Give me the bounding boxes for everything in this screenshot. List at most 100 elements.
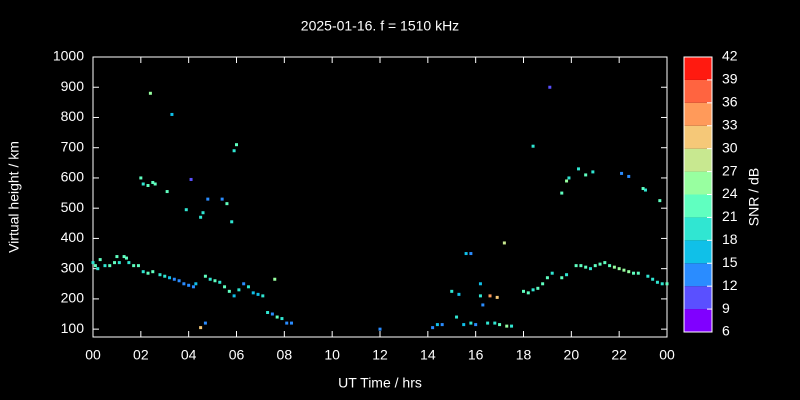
data-point bbox=[172, 277, 176, 281]
data-point bbox=[232, 294, 236, 298]
data-point bbox=[498, 323, 502, 327]
chart-title: 2025-01-16. f = 1510 kHz bbox=[301, 18, 459, 34]
colorbar-tick-label: 30 bbox=[722, 139, 738, 155]
data-point bbox=[660, 282, 664, 286]
x-tick-label: 12 bbox=[372, 347, 388, 363]
colorbar-tick-label: 18 bbox=[722, 231, 738, 247]
x-tick-label: 00 bbox=[85, 347, 101, 363]
colorbar-band bbox=[684, 240, 712, 264]
data-point bbox=[560, 276, 564, 280]
x-tick-label: 02 bbox=[133, 347, 149, 363]
data-point bbox=[261, 294, 265, 298]
colorbar-tick-label: 42 bbox=[722, 48, 738, 64]
data-point bbox=[478, 282, 482, 286]
colorbar-tick-label: 12 bbox=[722, 277, 738, 293]
data-point bbox=[115, 255, 119, 259]
x-axis-label: UT Time / hrs bbox=[338, 375, 422, 391]
colorbar-tick-label: 6 bbox=[722, 323, 730, 339]
colorbar-band bbox=[684, 194, 712, 218]
colorbar-band bbox=[684, 79, 712, 103]
x-tick-label: 06 bbox=[229, 347, 245, 363]
data-point bbox=[251, 291, 255, 295]
colorbar-band bbox=[684, 102, 712, 126]
data-point bbox=[565, 273, 569, 277]
data-point bbox=[141, 270, 145, 274]
data-point bbox=[462, 323, 466, 327]
data-point bbox=[199, 326, 203, 330]
data-point bbox=[627, 174, 631, 178]
data-point bbox=[608, 264, 612, 268]
data-point bbox=[158, 273, 162, 277]
data-point bbox=[132, 264, 136, 268]
y-tick-label: 900 bbox=[61, 78, 85, 94]
data-point bbox=[266, 311, 270, 315]
data-point bbox=[191, 285, 195, 289]
x-tick-label: 18 bbox=[516, 347, 532, 363]
data-point bbox=[151, 180, 155, 184]
data-point bbox=[643, 188, 647, 192]
data-point bbox=[632, 271, 636, 275]
data-point bbox=[235, 143, 238, 147]
data-point bbox=[153, 182, 157, 186]
data-point bbox=[474, 323, 478, 327]
data-point bbox=[641, 187, 645, 191]
x-tick-label: 04 bbox=[181, 347, 197, 363]
x-tick-label: 14 bbox=[420, 347, 436, 363]
data-point bbox=[584, 265, 588, 269]
data-point bbox=[203, 321, 207, 325]
colorbar-band bbox=[684, 125, 712, 149]
data-point bbox=[457, 292, 461, 296]
data-point bbox=[493, 321, 497, 325]
data-point bbox=[593, 264, 597, 268]
data-point bbox=[98, 258, 102, 262]
colorbar-tick-label: 21 bbox=[722, 208, 738, 224]
data-point bbox=[622, 268, 626, 272]
colorbar-label: SNR / dB bbox=[746, 168, 762, 226]
data-point bbox=[612, 265, 616, 269]
colorbar-band bbox=[684, 286, 712, 310]
x-tick-label: 20 bbox=[564, 347, 580, 363]
data-point bbox=[124, 256, 128, 260]
data-point bbox=[526, 291, 530, 295]
data-point bbox=[201, 211, 205, 215]
colorbar-band bbox=[684, 171, 712, 195]
data-point bbox=[237, 288, 241, 292]
data-point bbox=[617, 267, 621, 271]
y-tick-label: 500 bbox=[61, 199, 85, 215]
x-tick-label: 10 bbox=[324, 347, 340, 363]
data-point bbox=[481, 303, 485, 307]
data-point bbox=[450, 289, 454, 293]
data-point bbox=[469, 321, 473, 325]
y-tick-label: 400 bbox=[61, 229, 85, 245]
data-point bbox=[208, 277, 212, 281]
data-point bbox=[488, 294, 492, 298]
data-point bbox=[275, 315, 279, 319]
data-point bbox=[565, 179, 569, 183]
colorbar-band bbox=[684, 309, 712, 332]
y-tick-label: 600 bbox=[61, 169, 85, 185]
data-point bbox=[225, 202, 229, 206]
data-point bbox=[505, 324, 509, 328]
y-tick-label: 100 bbox=[61, 320, 85, 336]
data-point bbox=[658, 199, 662, 203]
data-point bbox=[290, 321, 294, 325]
data-point bbox=[246, 285, 250, 289]
data-point bbox=[220, 197, 224, 201]
data-point bbox=[598, 262, 602, 266]
data-point bbox=[165, 190, 169, 194]
x-tick-label: 16 bbox=[468, 347, 484, 363]
data-point bbox=[203, 274, 207, 278]
data-point bbox=[280, 317, 284, 321]
data-point bbox=[256, 292, 260, 296]
data-point bbox=[603, 261, 607, 265]
data-point bbox=[96, 267, 100, 271]
colorbar-band bbox=[684, 263, 712, 287]
data-point bbox=[170, 112, 174, 116]
data-point bbox=[591, 170, 595, 174]
data-point bbox=[187, 283, 191, 287]
data-point bbox=[103, 264, 107, 268]
colorbar-band bbox=[684, 57, 712, 80]
data-point bbox=[194, 282, 198, 286]
colorbar-tick-label: 39 bbox=[722, 71, 738, 87]
